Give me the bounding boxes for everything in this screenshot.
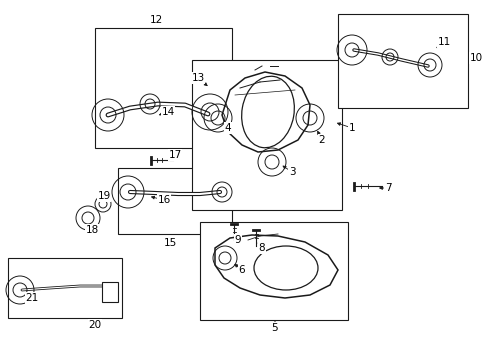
Bar [95,28,231,148]
Text: 14: 14 [161,107,174,117]
Text: 1: 1 [348,123,355,133]
Text: 12: 12 [149,15,163,25]
Bar [102,282,118,302]
Bar [8,258,122,318]
Bar [192,60,341,210]
Bar [337,14,467,108]
Text: 5: 5 [271,323,278,333]
Text: 7: 7 [384,183,390,193]
Bar [118,168,231,234]
Text: 2: 2 [318,135,325,145]
Text: 13: 13 [191,73,204,83]
Text: 9: 9 [234,235,241,245]
Text: 10: 10 [468,53,482,63]
Text: 19: 19 [97,191,110,201]
Text: 8: 8 [258,243,265,253]
Text: 18: 18 [85,225,99,235]
Text: 3: 3 [288,167,295,177]
Text: 21: 21 [25,293,39,303]
Text: 20: 20 [88,320,102,330]
Text: 16: 16 [157,195,170,205]
Text: 4: 4 [224,123,231,133]
Text: 11: 11 [436,37,450,47]
Text: 6: 6 [238,265,245,275]
Text: 17: 17 [168,150,181,160]
Text: 15: 15 [163,238,176,248]
Bar [200,222,347,320]
